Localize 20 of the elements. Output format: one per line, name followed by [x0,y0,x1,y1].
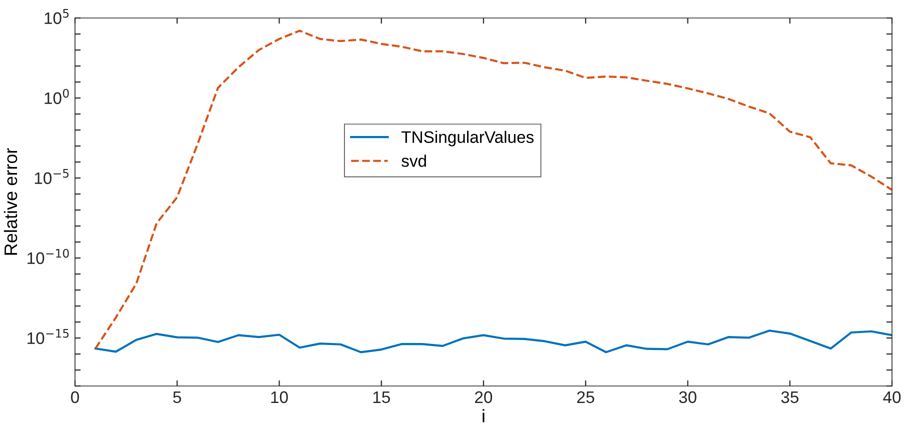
line-series [94,330,892,354]
y-tick-label: 10$^{−10}$ [28,248,69,264]
x-tick-label: 20 [475,391,492,404]
x-axis-title: i [482,409,484,422]
x-tick-label: 30 [679,391,696,404]
y-tick-label: 10$^{5}$ [44,9,69,24]
x-tick-label: 25 [577,391,594,404]
legend-label: TNSingularValues [401,130,534,146]
x-tick-label: 10 [271,391,288,404]
legend-label: svd [402,154,426,167]
y-tick-label: 10$^{0}$ [44,88,69,104]
line-series [94,30,892,350]
x-tick-label: 0 [71,391,79,404]
x-tick-label: 40 [883,391,901,404]
x-tick-label: 15 [373,391,390,404]
x-tick-label: 5 [173,391,182,404]
y-tick-label: 10$^{−5}$ [34,169,69,184]
y-axis-title: Relative error [4,148,18,255]
y-tick-label: 10$^{−15}$ [28,329,69,344]
x-tick-label: 35 [781,391,798,404]
